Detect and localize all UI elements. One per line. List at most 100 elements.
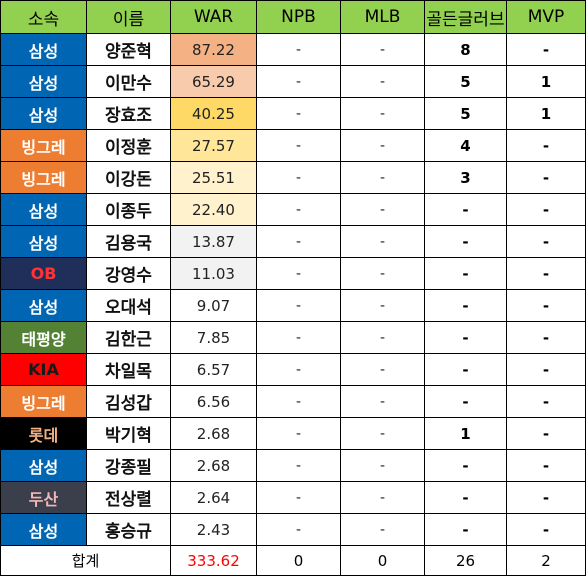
npb-cell: -	[256, 97, 341, 130]
npb-cell: -	[256, 449, 341, 482]
mlb-cell: -	[340, 225, 425, 258]
mvp-cell: -	[506, 33, 586, 66]
mlb-cell: -	[340, 33, 425, 66]
mlb-cell: -	[340, 257, 425, 290]
header-mlb: MLB	[340, 0, 425, 34]
player-name-cell: 오대석	[86, 289, 171, 322]
team-cell: 삼성	[0, 193, 87, 226]
npb-cell: -	[256, 161, 341, 194]
player-name-cell: 이강돈	[86, 161, 171, 194]
team-cell: 삼성	[0, 225, 87, 258]
player-name-cell: 장효조	[86, 97, 171, 130]
war-cell: 7.85	[170, 321, 257, 354]
team-cell: 빙그레	[0, 161, 87, 194]
total-npb: 0	[256, 545, 341, 576]
mvp-cell: -	[506, 129, 586, 162]
player-name-cell: 양준혁	[86, 33, 171, 66]
player-name-cell: 강종필	[86, 449, 171, 482]
table-row: 삼성 오대석 9.07- - - -	[0, 289, 586, 322]
npb-cell: -	[256, 321, 341, 354]
total-golden-glove: 26	[424, 545, 507, 576]
war-cell: 2.68	[170, 417, 257, 450]
war-cell: 2.68	[170, 449, 257, 482]
mlb-cell: -	[340, 385, 425, 418]
golden-glove-cell: -	[424, 257, 507, 290]
war-cell: 87.22	[170, 33, 257, 66]
mvp-cell: -	[506, 257, 586, 290]
mvp-cell: -	[506, 481, 586, 514]
war-cell: 25.51	[170, 161, 257, 194]
mlb-cell: -	[340, 321, 425, 354]
header-mvp: MVP	[506, 0, 586, 34]
team-cell: 삼성	[0, 65, 87, 98]
npb-cell: -	[256, 225, 341, 258]
npb-cell: -	[256, 481, 341, 514]
mvp-cell: -	[506, 225, 586, 258]
war-cell: 22.40	[170, 193, 257, 226]
golden-glove-cell: -	[424, 193, 507, 226]
war-cell: 27.57	[170, 129, 257, 162]
war-cell: 65.29	[170, 65, 257, 98]
player-name-cell: 강영수	[86, 257, 171, 290]
npb-cell: -	[256, 417, 341, 450]
header-team: 소속	[0, 0, 87, 34]
player-name-cell: 김한근	[86, 321, 171, 354]
war-cell: 2.43	[170, 513, 257, 546]
mlb-cell: -	[340, 353, 425, 386]
table-row: 빙그레 이정훈 27.57- -4-	[0, 129, 586, 162]
golden-glove-cell: -	[424, 481, 507, 514]
mlb-cell: -	[340, 129, 425, 162]
mvp-cell: -	[506, 385, 586, 418]
player-name-cell: 전상렬	[86, 481, 171, 514]
mvp-cell: -	[506, 193, 586, 226]
golden-glove-cell: 5	[424, 65, 507, 98]
mlb-cell: -	[340, 449, 425, 482]
player-name-cell: 이정훈	[86, 129, 171, 162]
mlb-cell: -	[340, 289, 425, 322]
mvp-cell: 1	[506, 65, 586, 98]
npb-cell: -	[256, 353, 341, 386]
golden-glove-cell: -	[424, 353, 507, 386]
team-cell: 롯데	[0, 417, 87, 450]
total-mvp: 2	[506, 545, 586, 576]
table-row: 롯데 박기혁 2.68- -1-	[0, 417, 586, 450]
total-mlb: 0	[340, 545, 425, 576]
mlb-cell: -	[340, 193, 425, 226]
golden-glove-cell: 3	[424, 161, 507, 194]
golden-glove-cell: -	[424, 449, 507, 482]
mvp-cell: -	[506, 289, 586, 322]
mvp-cell: -	[506, 353, 586, 386]
mlb-cell: -	[340, 97, 425, 130]
player-name-cell: 김성갑	[86, 385, 171, 418]
team-cell: 태평양	[0, 321, 87, 354]
table-row: 삼성 김용국 13.87- - - -	[0, 225, 586, 258]
table-row: 삼성 강종필 2.68- - - -	[0, 449, 586, 482]
mlb-cell: -	[340, 161, 425, 194]
table-row: 삼성 이종두 22.40- - - -	[0, 193, 586, 226]
player-name-cell: 차일목	[86, 353, 171, 386]
war-cell: 40.25	[170, 97, 257, 130]
player-name-cell: 홍승규	[86, 513, 171, 546]
golden-glove-cell: 5	[424, 97, 507, 130]
player-name-cell: 김용국	[86, 225, 171, 258]
team-cell: 삼성	[0, 33, 87, 66]
player-name-cell: 이종두	[86, 193, 171, 226]
war-cell: 13.87	[170, 225, 257, 258]
team-cell: 삼성	[0, 513, 87, 546]
war-cell: 9.07	[170, 289, 257, 322]
npb-cell: -	[256, 129, 341, 162]
header-war: WAR	[170, 0, 257, 34]
table-row: 빙그레 김성갑 6.56- - - -	[0, 385, 586, 418]
npb-cell: -	[256, 289, 341, 322]
golden-glove-cell: 1	[424, 417, 507, 450]
table-row: OB 강영수 11.03- - - -	[0, 257, 586, 290]
npb-cell: -	[256, 193, 341, 226]
team-cell: 빙그레	[0, 129, 87, 162]
total-row: 합계 333.62 0 0 26 2	[0, 545, 586, 576]
header-npb: NPB	[256, 0, 341, 34]
team-cell: OB	[0, 257, 87, 290]
mlb-cell: -	[340, 513, 425, 546]
team-cell: 두산	[0, 481, 87, 514]
team-cell: 삼성	[0, 97, 87, 130]
